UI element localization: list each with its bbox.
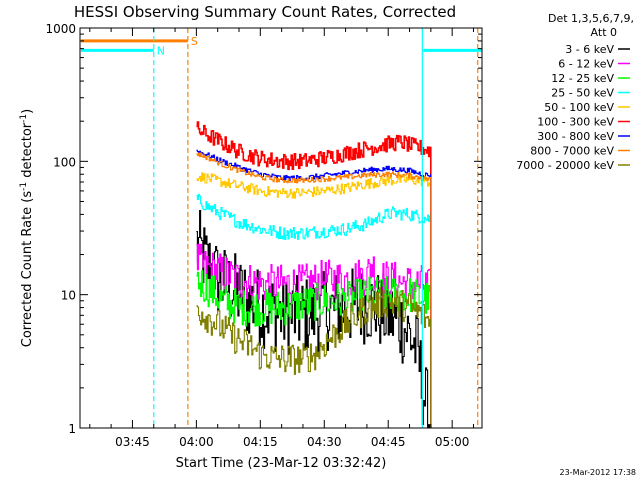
x-tick-label: 03:45 bbox=[115, 435, 150, 449]
legend-header: Det 1,3,5,6,7,9, bbox=[548, 12, 634, 25]
x-axis-label: Start Time (23-Mar-12 03:32:42) bbox=[176, 456, 387, 471]
legend-label: 50 - 100 keV bbox=[544, 101, 614, 114]
series-line bbox=[196, 270, 432, 428]
legend-label: 800 - 7000 keV bbox=[530, 145, 614, 158]
series-line bbox=[196, 172, 432, 428]
y-axis: 1 10 100 1000 bbox=[45, 22, 482, 436]
plot-frame bbox=[79, 27, 483, 429]
plot-area: NS bbox=[81, 28, 482, 429]
x-tick-label: 04:15 bbox=[243, 435, 278, 449]
x-tick-label: 04:00 bbox=[179, 435, 214, 449]
x-tick-label: 04:45 bbox=[371, 435, 406, 449]
chart-title: HESSI Observing Summary Count Rates, Cor… bbox=[74, 3, 456, 21]
legend: Det 1,3,5,6,7,9,Att 0 3 - 6 keV 6 - 12 keV… bbox=[516, 12, 634, 172]
legend-label: 25 - 50 keV bbox=[551, 87, 614, 100]
legend-label: 3 - 6 keV bbox=[565, 43, 614, 56]
legend-label: 6 - 12 keV bbox=[558, 58, 614, 71]
x-axis: 03:45 04:00 04:15 04:30 04:45 05:00 bbox=[89, 28, 474, 449]
y-tick-label: 1 bbox=[68, 422, 76, 436]
y-axis-label: Corrected Count Rate (s-1 detector-1) bbox=[19, 109, 35, 347]
flag-label: S bbox=[191, 35, 198, 48]
legend-label: 300 - 800 keV bbox=[537, 130, 614, 143]
y-tick-label: 10 bbox=[61, 289, 76, 303]
x-tick-label: 04:30 bbox=[307, 435, 342, 449]
flag-label: N bbox=[157, 44, 165, 57]
legend-label: 7000 - 20000 keV bbox=[516, 159, 614, 172]
series-line bbox=[196, 149, 432, 428]
y-tick-label: 1000 bbox=[45, 22, 76, 36]
x-tick-label: 05:00 bbox=[435, 435, 470, 449]
series-line bbox=[196, 193, 432, 428]
timestamp: 23-Mar-2012 17:38 bbox=[560, 468, 637, 477]
series-line bbox=[196, 287, 432, 428]
series-line bbox=[196, 121, 432, 428]
legend-label: 100 - 300 keV bbox=[537, 116, 614, 129]
series-line bbox=[196, 243, 432, 428]
legend-label: 12 - 25 keV bbox=[551, 72, 614, 85]
series-line bbox=[196, 152, 432, 428]
y-tick-label: 100 bbox=[53, 155, 76, 169]
legend-header: Att 0 bbox=[591, 26, 617, 39]
